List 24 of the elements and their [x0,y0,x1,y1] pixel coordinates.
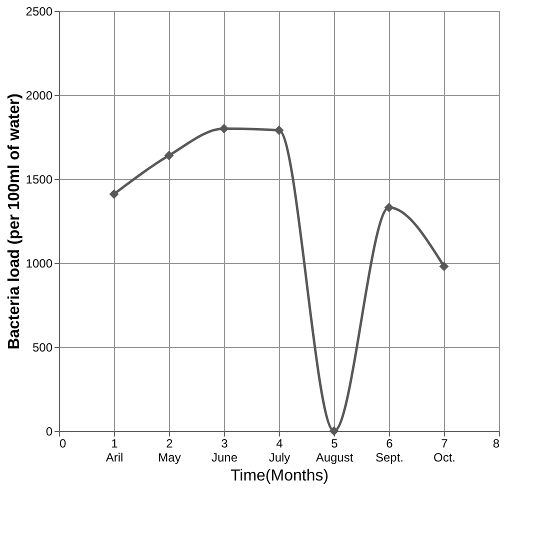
point [164,150,174,160]
y-tick-label: 500 [32,340,53,354]
x-tick-label: 6 Sept. [375,436,404,464]
y-tick-label: 1500 [26,172,53,186]
y-tick-label: 2500 [26,4,53,18]
y-tick-label: 1000 [26,256,53,270]
point [109,189,119,199]
x-tick-label: 3 June [211,436,238,464]
point [219,124,229,134]
x-tick-label: 8 [492,436,500,450]
x-tick-label: 1 Aril [106,436,124,464]
y-tick-label: 0 [46,424,53,438]
y-axis-title: Bacteria load (per 100ml of water) [6,93,23,350]
point [274,126,284,136]
x-tick-label: 4 July [268,436,290,464]
point [329,426,339,436]
point [439,262,449,272]
x-axis-title: Time(Months) [230,468,329,484]
x-tick-label: 7 Oct. [433,436,456,464]
x-tick-label: 0 [60,436,66,450]
y-tick-label: 2000 [26,88,53,102]
x-tick-label: 2 May [158,436,181,464]
x-tick-label: 5 August [316,436,354,464]
point [384,202,394,212]
